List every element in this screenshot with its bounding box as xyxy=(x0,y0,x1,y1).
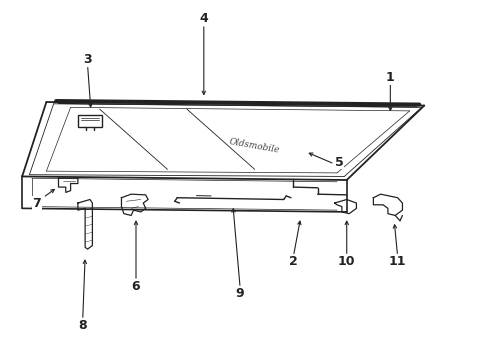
Text: 4: 4 xyxy=(199,12,208,25)
Text: 7: 7 xyxy=(32,197,41,210)
Text: 6: 6 xyxy=(132,280,140,293)
Text: 1: 1 xyxy=(386,71,395,84)
Text: 8: 8 xyxy=(78,319,87,332)
Text: 9: 9 xyxy=(236,287,245,300)
Text: 11: 11 xyxy=(389,255,406,268)
Text: Oldsmobile: Oldsmobile xyxy=(229,138,281,155)
Text: 10: 10 xyxy=(338,255,355,268)
Text: 5: 5 xyxy=(335,156,344,169)
Text: 2: 2 xyxy=(289,255,298,268)
Text: 3: 3 xyxy=(83,53,92,66)
